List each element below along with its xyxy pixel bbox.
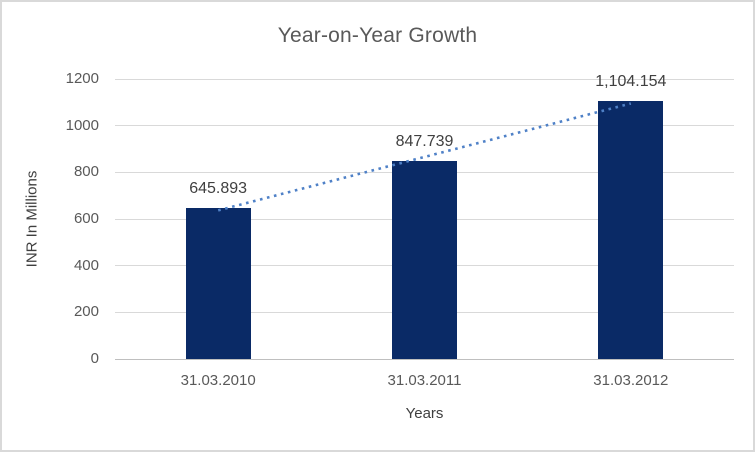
bar xyxy=(598,101,664,359)
bar xyxy=(392,161,457,359)
category-label: 31.03.2012 xyxy=(593,372,669,389)
y-tick-label: 600 xyxy=(73,210,99,227)
x-axis-line xyxy=(115,358,734,360)
data-label: 1,104.154 xyxy=(595,73,667,91)
data-label: 847.739 xyxy=(395,133,454,151)
trendline xyxy=(217,102,632,212)
y-tick-label: 800 xyxy=(73,163,99,181)
y-tick-label: 1000 xyxy=(65,116,99,134)
gridline xyxy=(115,78,734,80)
y-tick-label: 400 xyxy=(73,256,99,274)
y-tick-label: 0 xyxy=(90,350,99,367)
chart-title: Year-on-Year Growth xyxy=(277,24,478,47)
bar xyxy=(185,208,251,359)
gridline xyxy=(115,125,734,127)
x-axis-title: Years xyxy=(405,405,444,422)
data-label: 645.893 xyxy=(189,180,248,198)
y-tick-label: 200 xyxy=(73,303,99,321)
y-tick-label: 1200 xyxy=(65,70,99,87)
category-label: 31.03.2010 xyxy=(180,372,256,389)
category-label: 31.03.2011 xyxy=(387,372,462,389)
